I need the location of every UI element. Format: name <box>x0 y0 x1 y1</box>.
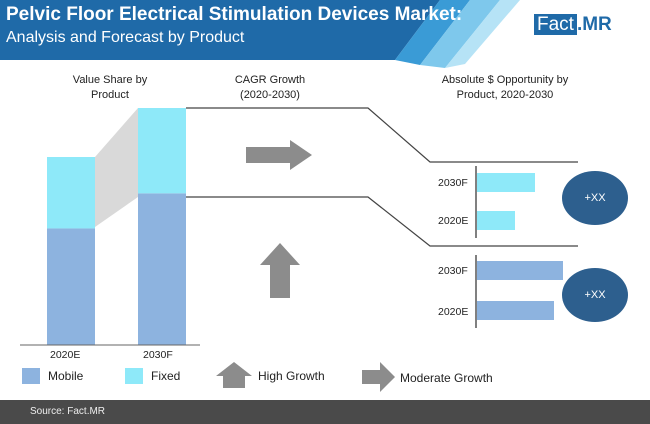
graphics <box>0 0 578 392</box>
bar-mobile-2030f <box>138 193 186 345</box>
logo: Fact .MR <box>534 14 612 36</box>
legend-mobile: Mobile <box>48 369 84 383</box>
header-stripe <box>445 0 520 68</box>
source-note: Source: Fact.MR <box>30 406 106 417</box>
bar-fixed-2020e <box>47 157 95 229</box>
fixed-label-2020e: 2020E <box>438 215 469 227</box>
mobile-opportunity-bar-2030f <box>477 261 563 280</box>
fixed-opportunity-bar-2020e <box>477 211 515 230</box>
fixed-opportunity-bubble: +XX <box>562 171 628 225</box>
page-subtitle: Analysis and Forecast by Product <box>6 29 245 46</box>
legend-fixed: Fixed <box>151 369 181 383</box>
legend-moderate-growth: Moderate Growth <box>400 371 493 385</box>
legend-mobile-swatch <box>22 368 40 384</box>
bar-fixed-2030f <box>138 108 186 194</box>
bar-mobile-2020e <box>47 228 95 345</box>
mobile-opportunity-bubble: +XX <box>562 268 628 322</box>
fixed-label-2030f: 2030F <box>438 177 468 189</box>
page-title: Pelvic Floor Electrical Stimulation Devi… <box>6 4 463 25</box>
cagr-heading: CAGR Growth (2020-2030) <box>234 74 306 101</box>
mobile-opportunity-bar-2020e <box>477 301 554 320</box>
logo-mr: .MR <box>576 14 612 35</box>
moderate-growth-arrow-icon <box>246 140 312 170</box>
opportunity-heading: Absolute $ Opportunity by Product, 2020-… <box>441 74 569 101</box>
high-growth-arrow-icon <box>260 243 300 298</box>
value-share-heading: Value Share by Product <box>72 74 148 101</box>
connector-line-bottom <box>186 196 578 247</box>
legend-moderate-growth-icon <box>362 362 395 392</box>
fixed-opportunity-bar-2030f <box>477 173 535 192</box>
header-stripe <box>395 0 470 65</box>
header-stripe <box>420 0 500 68</box>
x-label-2030f: 2030F <box>143 349 173 361</box>
legend-high-growth-icon <box>216 362 252 388</box>
legend-fixed-swatch <box>125 368 143 384</box>
footer-bar <box>0 400 650 424</box>
mobile-label-2030f: 2030F <box>438 265 468 277</box>
header-band <box>0 0 440 60</box>
legend-high-growth: High Growth <box>258 369 325 383</box>
connector-band <box>95 108 138 227</box>
x-label-2020e: 2020E <box>50 349 81 361</box>
connector-line-top <box>186 107 578 163</box>
mobile-label-2020e: 2020E <box>438 306 469 318</box>
logo-fact: Fact <box>534 14 577 35</box>
